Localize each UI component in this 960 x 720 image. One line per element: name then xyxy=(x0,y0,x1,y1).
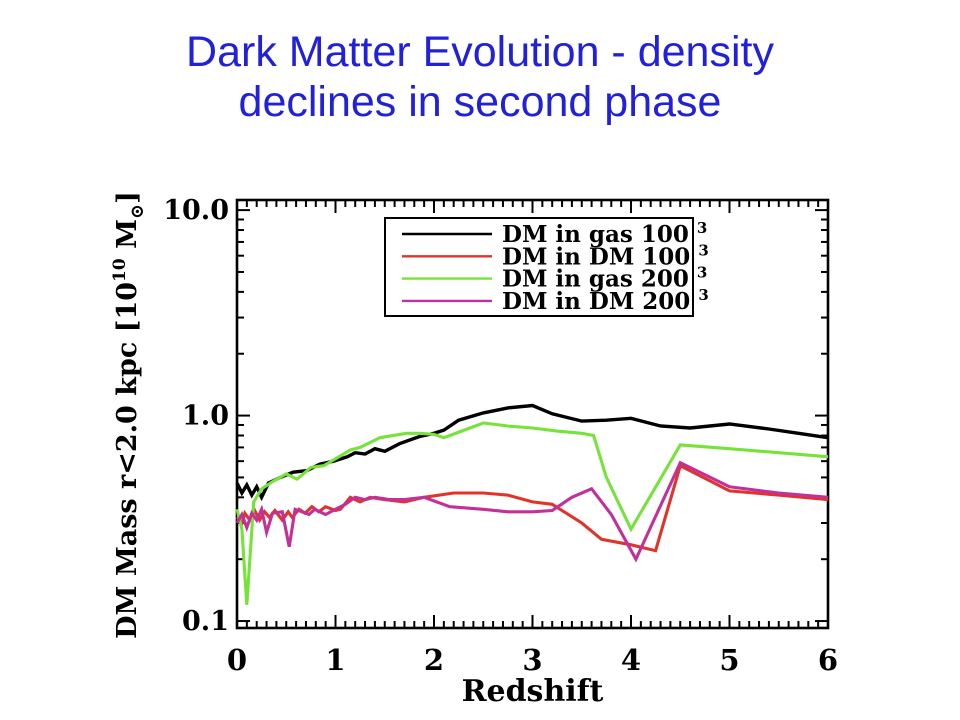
slide-title-line2: declines in second phase xyxy=(238,78,722,126)
svg-text:1: 1 xyxy=(325,643,345,677)
y-tick-labels: 10.0 1.0 0.1 xyxy=(163,195,229,637)
slide-title: Dark Matter Evolution - density declines… xyxy=(0,27,960,127)
svg-text:1.0: 1.0 xyxy=(182,401,229,432)
series-line-dm-in-dm-100 xyxy=(235,463,829,553)
svg-text:DM in DM 200 3: DM in DM 200 3 xyxy=(502,286,709,315)
legend-item-dm-in-gas-100: DM in gas 100 3 xyxy=(402,219,707,248)
series-line-dm-in-gas-200 xyxy=(235,421,829,605)
svg-text:DM in DM 100 3: DM in DM 100 3 xyxy=(502,241,709,270)
legend: DM in gas 100 3DM in DM 100 3DM in gas 2… xyxy=(384,217,709,317)
svg-text:2: 2 xyxy=(424,643,444,677)
legend-item-dm-in-dm-200: DM in DM 200 3 xyxy=(402,286,709,315)
series-line-dm-in-dm-200 xyxy=(235,460,829,563)
svg-text:6: 6 xyxy=(818,643,838,677)
svg-text:4: 4 xyxy=(621,643,641,677)
y-axis-title: DM Mass r<2.0 kpc [1010 M⊙] xyxy=(110,191,148,639)
series-line-dm-in-gas-100 xyxy=(235,403,829,502)
legend-item-dm-in-dm-100: DM in DM 100 3 xyxy=(402,241,709,270)
svg-text:10.0: 10.0 xyxy=(163,195,229,226)
svg-text:5: 5 xyxy=(719,643,739,677)
svg-text:DM in gas 200 3: DM in gas 200 3 xyxy=(502,264,707,293)
svg-text:0: 0 xyxy=(227,643,247,677)
legend-item-dm-in-gas-200: DM in gas 200 3 xyxy=(402,264,707,293)
svg-text:0.1: 0.1 xyxy=(182,606,229,637)
slide-title-line1: Dark Matter Evolution - density xyxy=(186,28,774,76)
svg-text:3: 3 xyxy=(522,643,542,677)
x-tick-labels: 0 1 2 3 4 5 6 xyxy=(227,643,838,677)
x-axis-title: Redshift xyxy=(462,674,604,709)
svg-text:DM in gas 100 3: DM in gas 100 3 xyxy=(502,219,707,248)
